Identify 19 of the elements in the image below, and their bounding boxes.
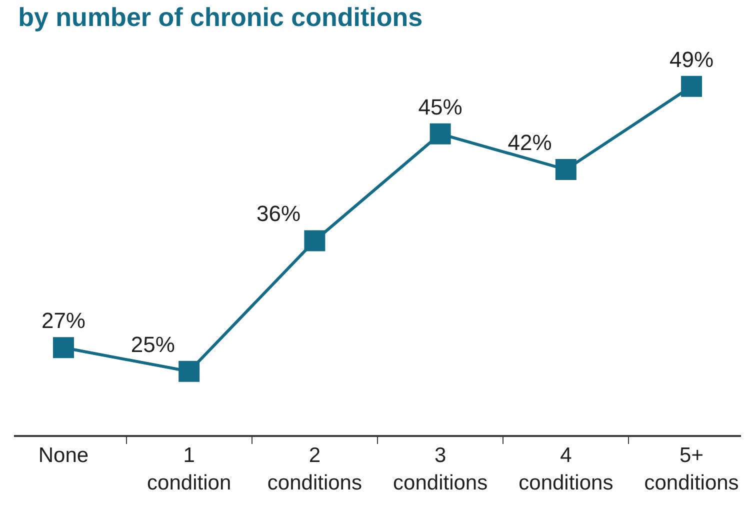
point xyxy=(178,360,200,382)
data-label: 49% xyxy=(670,46,714,72)
point xyxy=(52,337,74,358)
point xyxy=(681,76,702,97)
chart-title: by number of chronic conditions xyxy=(18,2,423,32)
x-tick-label: 2 conditions xyxy=(267,444,362,494)
data-label: 36% xyxy=(256,201,301,226)
point xyxy=(304,230,326,252)
x-tick-label: 4 conditions xyxy=(518,444,614,494)
x-tick-label: 3 conditions xyxy=(393,444,488,494)
data-label: 27% xyxy=(41,308,86,334)
data-label: 25% xyxy=(130,332,175,357)
point xyxy=(430,123,451,144)
x-tick-label: 1 condition xyxy=(147,444,232,494)
point xyxy=(555,159,576,180)
x-tick-label: None xyxy=(38,444,89,467)
data-label: 42% xyxy=(508,130,552,155)
data-label: 45% xyxy=(418,94,462,120)
x-tick-label: 5+ conditions xyxy=(644,444,739,494)
